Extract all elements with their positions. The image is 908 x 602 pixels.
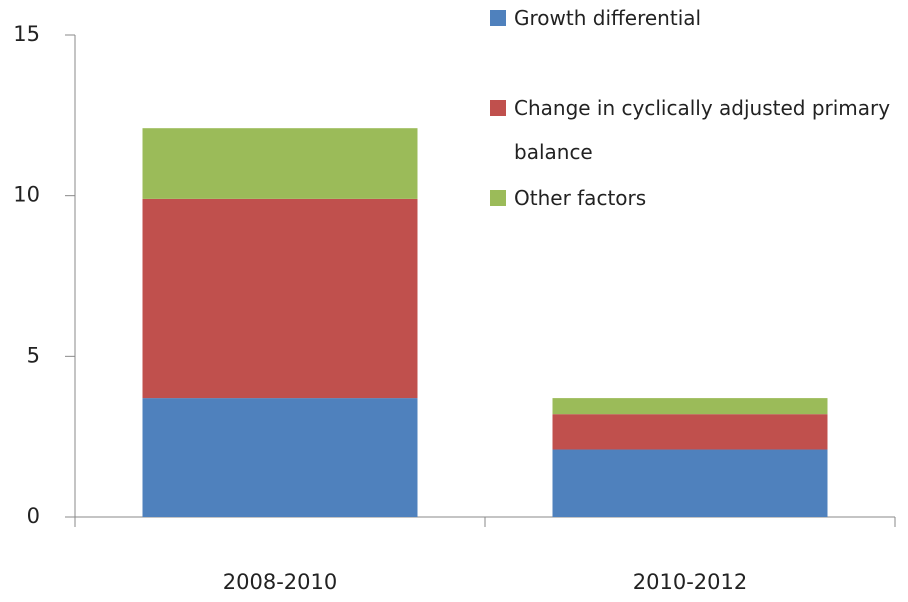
legend-swatch [490,100,506,116]
legend-swatch [490,190,506,206]
y-tick-label: 0 [27,504,40,528]
legend-entry: Growth differential [490,0,908,40]
bar-segment [552,449,828,517]
legend-label: Other factors [514,186,647,210]
y-tick-label: 15 [13,22,40,46]
y-tick-label: 10 [13,183,40,207]
legend-label: Growth differential [514,6,702,30]
x-tick-label: 2008-2010 [223,570,337,594]
bar-segment [142,398,418,517]
legend-entry: Other factors [490,176,908,220]
bar-segment [142,128,418,199]
bar-segment [552,414,828,450]
y-tick-label: 5 [27,343,40,367]
bar-segment [552,398,828,415]
legend-entry: Change in cyclically adjusted primary ba… [490,86,908,174]
legend-swatch [490,10,506,26]
legend-label: Change in cyclically adjusted primary ba… [514,96,891,164]
bar-segment [142,198,418,399]
x-tick-label: 2010-2012 [633,570,747,594]
